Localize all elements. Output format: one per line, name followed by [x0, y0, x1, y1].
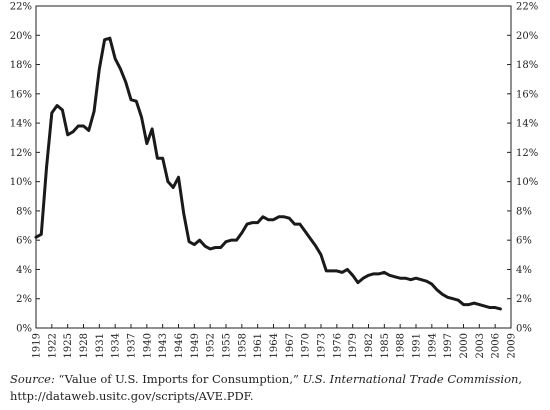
x-tick-label: 1985 [380, 333, 391, 358]
y-axis-right: 0% 2% 4% 6% 8% 10% 12% 14% 16% 18% 20% 22% [507, 2, 538, 335]
y-tick-label-left: 16% [10, 89, 32, 100]
y-tick-label-left: 22% [10, 2, 32, 13]
x-tick-label: 1979 [348, 333, 359, 358]
x-tick-label: 2009 [507, 333, 518, 358]
y-tick-label-right: 2% [516, 294, 532, 305]
x-tick-label: 1931 [95, 333, 106, 358]
y-tick-label-right: 14% [516, 119, 538, 130]
y-tick-label-left: 12% [10, 148, 32, 159]
y-tick-label-right: 16% [516, 89, 538, 100]
y-tick-label-right: 10% [516, 177, 538, 188]
x-tick-label: 1997 [443, 333, 454, 358]
series-line [34, 36, 502, 311]
x-tick-label: 1943 [158, 333, 169, 358]
x-tick-label: 2000 [459, 333, 470, 358]
x-tick-label: 1958 [237, 333, 248, 358]
x-tick-label: 1946 [174, 333, 185, 358]
x-tick-label: 1934 [111, 333, 122, 358]
y-tick-label-left: 14% [10, 119, 32, 130]
x-tick-label: 1973 [317, 333, 328, 358]
chart: 0% 2% 4% 6% 8% 10% 12% 14% 16% 18% 20% 22% 0% 2% 4% 6%… [10, 2, 538, 359]
y-tick-label-right: 18% [516, 60, 538, 71]
x-tick-label: 1970 [301, 333, 312, 358]
y-tick-label-right: 4% [516, 265, 532, 276]
x-tick-label: 1988 [396, 333, 407, 358]
x-tick-label: 1982 [364, 333, 375, 358]
x-tick-label: 1949 [190, 333, 201, 358]
y-tick-label-right: 8% [516, 206, 532, 217]
y-tick-label-left: 8% [16, 206, 32, 217]
x-tick-label: 1928 [79, 333, 90, 358]
y-tick-label-left: 6% [16, 236, 32, 247]
x-tick-label: 1937 [127, 333, 138, 358]
source-rest: , http://dataweb.usitc.gov/scripts/AVE.P… [10, 372, 523, 403]
y-axis-left: 0% 2% 4% 6% 8% 10% 12% 14% 16% 18% 20% 22% [10, 2, 40, 335]
y-tick-label-left: 0% [16, 324, 32, 335]
x-tick-label: 1922 [47, 333, 58, 358]
y-tick-label-right: 12% [516, 148, 538, 159]
x-axis: 1919 1922 1925 1928 1931 1934 1937 1940 1943 1946… [32, 324, 518, 358]
x-tick-label: 1991 [412, 333, 423, 358]
source-note: Source: “Value of U.S. Imports for Consu… [10, 371, 540, 405]
x-tick-label: 1955 [222, 333, 233, 358]
x-tick-label: 1919 [32, 333, 43, 358]
x-tick-label: 1961 [253, 333, 264, 358]
source-publication: U.S. International Trade Commission [302, 372, 519, 386]
y-tick-label-left: 2% [16, 294, 32, 305]
x-tick-label: 2003 [475, 333, 486, 358]
x-tick-label: 2006 [491, 333, 502, 358]
source-label: Source: [10, 372, 55, 386]
y-tick-label-right: 20% [516, 31, 538, 42]
x-tick-label: 1994 [427, 333, 438, 358]
y-tick-label-left: 20% [10, 31, 32, 42]
x-tick-label: 1964 [269, 333, 280, 358]
y-tick-label-left: 18% [10, 60, 32, 71]
y-tick-label-left: 4% [16, 265, 32, 276]
x-tick-label: 1967 [285, 333, 296, 358]
x-tick-label: 1952 [206, 333, 217, 358]
source-quote: “Value of U.S. Imports for Consumption,” [58, 372, 299, 386]
x-tick-label: 1925 [63, 333, 74, 358]
x-tick-label: 1940 [142, 333, 153, 358]
plot-frame [35, 5, 512, 329]
y-tick-label-right: 22% [516, 2, 538, 13]
x-tick-label: 1976 [332, 333, 343, 358]
y-tick-label-right: 6% [516, 236, 532, 247]
y-tick-label-left: 10% [10, 177, 32, 188]
y-tick-label-right: 0% [516, 324, 532, 335]
